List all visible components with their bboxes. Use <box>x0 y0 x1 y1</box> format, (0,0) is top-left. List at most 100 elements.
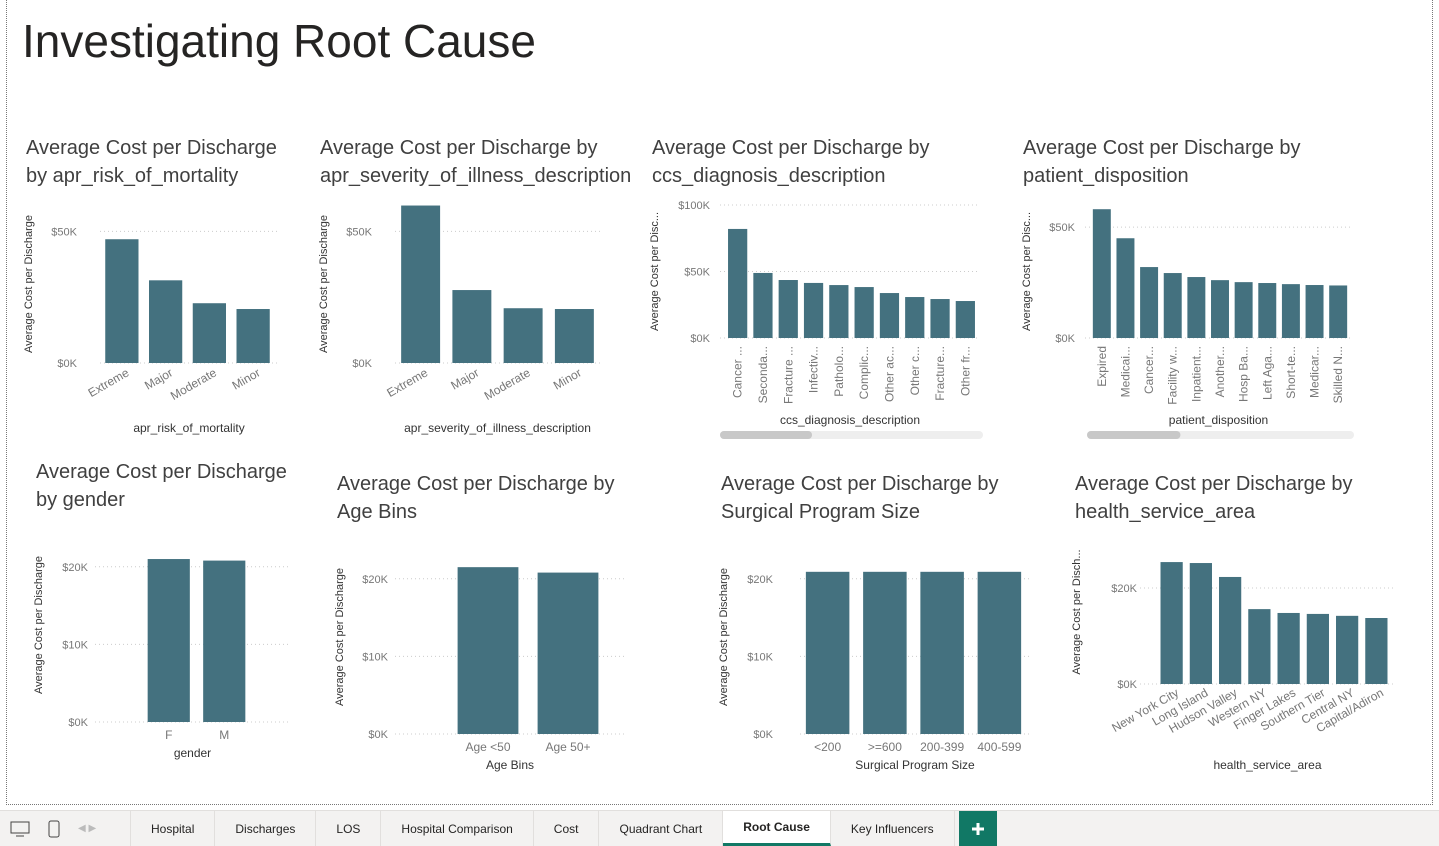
bar <box>753 272 773 338</box>
bar <box>1187 277 1206 338</box>
y-tick-label: $10K <box>747 651 773 663</box>
y-tick-label: $0K <box>690 333 710 345</box>
x-tick-label: Fracture ... <box>781 346 795 404</box>
x-tick-label: Expired <box>1095 346 1109 387</box>
bar <box>920 571 964 734</box>
x-tick-label: Fracture... <box>933 346 947 401</box>
bar <box>192 303 226 363</box>
y-tick-label: $50K <box>346 226 372 238</box>
x-tick-label: 200-399 <box>920 740 964 754</box>
view-icons: ◀ ▶ <box>0 811 131 846</box>
bar <box>503 308 543 363</box>
y-tick-label: $0K <box>368 729 388 741</box>
chart-title: Average Cost per Discharge by patient_di… <box>1023 137 1301 187</box>
bar <box>1092 209 1111 338</box>
tab-bar: ◀ ▶ Hospital Discharges LOS Hospital Compar… <box>0 810 1439 846</box>
bar <box>1160 562 1183 684</box>
x-tick-label: Major <box>448 365 481 392</box>
y-tick-label: $20K <box>747 574 773 586</box>
page-tab[interactable]: LOS <box>316 811 382 846</box>
bar <box>1365 618 1388 684</box>
y-tick-label: $50K <box>51 226 77 238</box>
bar <box>778 280 798 338</box>
bar <box>1329 285 1348 338</box>
page-tab[interactable]: Root Cause <box>723 811 831 846</box>
bar <box>803 282 824 338</box>
bar <box>401 205 441 363</box>
bar <box>1277 612 1300 684</box>
x-tick-label: Skilled N... <box>1331 346 1345 403</box>
bar <box>1336 615 1359 684</box>
bar <box>203 560 246 722</box>
x-tick-label: Facility w... <box>1166 346 1180 405</box>
x-tick-label: <200 <box>814 740 841 754</box>
x-tick-label: Left Aga... <box>1260 346 1274 400</box>
x-tick-label: Cancer... <box>1142 346 1156 394</box>
x-tick-label: Other c... <box>908 346 922 395</box>
x-tick-label: Age <50 <box>465 740 510 754</box>
y-tick-label: $0K <box>753 729 773 741</box>
x-tick-label: 400-599 <box>977 740 1021 754</box>
x-tick-label: Another... <box>1213 346 1227 397</box>
bar <box>452 290 492 363</box>
chart-title: Average Cost per Discharge by Age Bins <box>337 473 615 523</box>
report-canvas <box>6 0 1433 805</box>
bar <box>955 301 975 338</box>
y-tick-label: $0K <box>57 358 77 370</box>
page-title: Investigating Root Cause <box>22 15 536 67</box>
page-tab[interactable]: Cost <box>534 811 600 846</box>
bar <box>1219 576 1242 684</box>
x-tick-label: Moderate <box>168 365 219 403</box>
bar <box>236 309 270 363</box>
charts: $0K $50K Average Cost per Discharge Extreme… <box>23 200 1395 772</box>
y-tick-label: $20K <box>1111 583 1137 595</box>
chart-title: Average Cost per Discharge by apr_severi… <box>320 137 632 187</box>
page-tab[interactable]: Hospital Comparison <box>381 811 534 846</box>
bar <box>147 559 190 722</box>
x-tick-label: Moderate <box>482 365 533 403</box>
x-tick-label: F <box>165 728 172 742</box>
x-axis-title: health_service_area <box>1213 758 1321 772</box>
y-axis-title: Average Cost per Discharge <box>334 568 346 706</box>
chart-title: Average Cost per Discharge by Surgical P… <box>721 473 999 523</box>
x-tick-label: Hosp Ba... <box>1237 346 1251 402</box>
y-tick-label: $100K <box>678 200 710 212</box>
x-tick-label: Cancer ... <box>731 346 745 398</box>
y-axis-title: Average Cost per Discharge <box>318 215 330 353</box>
desktop-icon[interactable] <box>10 821 30 837</box>
y-tick-label: $20K <box>362 574 388 586</box>
bar <box>1234 282 1253 338</box>
bar <box>863 571 907 734</box>
y-axis-title: Average Cost per Discharge <box>33 556 45 694</box>
chart-title: Average Cost per Discharge by health_ser… <box>1075 473 1353 523</box>
x-axis-title: apr_severity_of_illness_description <box>404 421 591 435</box>
bar <box>149 280 183 363</box>
x-tick-label: Extreme <box>86 365 132 400</box>
mobile-icon[interactable] <box>48 820 60 838</box>
x-tick-label: Complic... <box>857 346 871 399</box>
bar <box>1163 273 1182 338</box>
bar <box>1116 238 1135 338</box>
x-tick-label: Short-te... <box>1284 346 1298 399</box>
page-tab[interactable]: Key Influencers <box>831 811 955 846</box>
page-tab[interactable]: Quadrant Chart <box>599 811 724 846</box>
y-tick-label: $0K <box>352 358 372 370</box>
y-tick-label: $0K <box>1117 679 1137 691</box>
x-tick-label: Minor <box>551 365 584 392</box>
add-page-button[interactable] <box>958 811 997 846</box>
bar <box>1248 609 1271 684</box>
x-tick-label: Other fr... <box>958 346 972 396</box>
scroll-arrows[interactable]: ◀ ▶ <box>78 823 97 834</box>
x-tick-label: Minor <box>230 365 263 392</box>
y-tick-label: $0K <box>68 717 88 729</box>
bar <box>728 228 748 338</box>
bar <box>879 293 900 338</box>
page-tab[interactable]: Discharges <box>215 811 317 846</box>
chart-title: Average Cost per Discharge by ccs_diagno… <box>652 137 930 187</box>
bar <box>1281 284 1300 338</box>
x-tick-label: Patholo... <box>832 346 846 397</box>
page-tab[interactable]: Hospital <box>131 811 216 846</box>
bar <box>977 571 1022 734</box>
bar <box>930 299 950 338</box>
bar <box>1189 563 1212 684</box>
